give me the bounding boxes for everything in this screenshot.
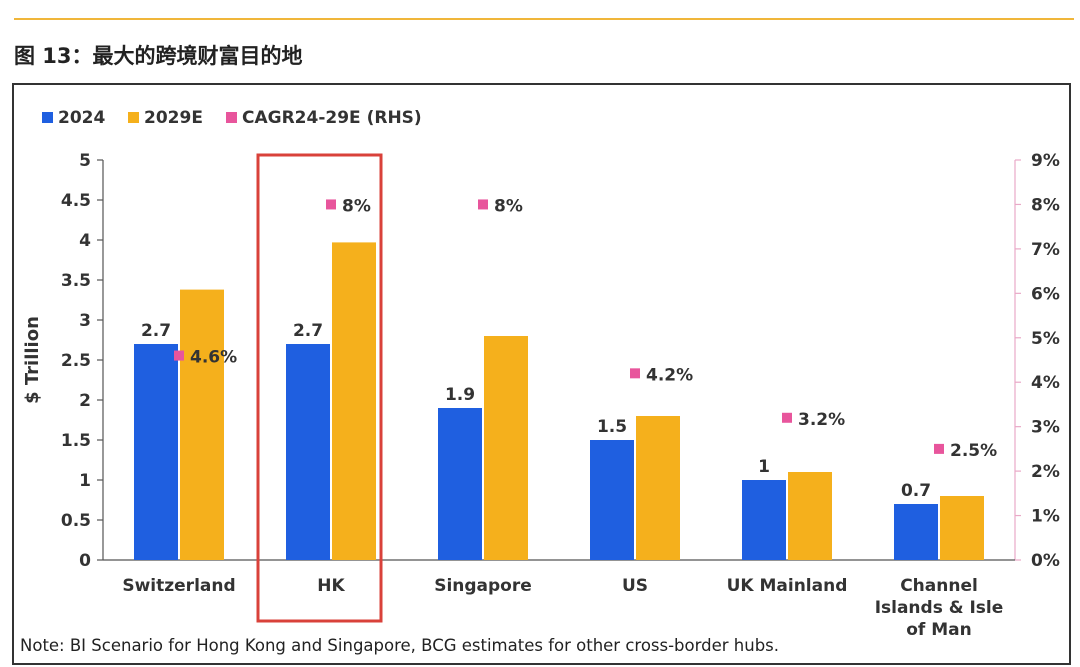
legend-label-2: CAGR24-29E (RHS) (242, 108, 422, 128)
bar-2029-0 (180, 289, 224, 560)
category-label-4-0: UK Mainland (727, 576, 848, 596)
bar-2024-0 (134, 344, 178, 560)
category-label-1-0: HK (317, 576, 345, 596)
y-axis-label: $ Trillion (22, 316, 43, 404)
left-tick-label-0: 0 (79, 551, 91, 571)
chart-frame (12, 83, 1071, 665)
bar-2029-2 (484, 336, 528, 560)
cagr-marker-4 (782, 412, 792, 423)
cagr-marker-1 (326, 199, 336, 210)
category-label-5-2: of Man (906, 620, 972, 640)
label-2024-1: 2.7 (293, 321, 323, 341)
cagr-label-1: 8% (342, 196, 371, 216)
highlight-box-1 (256, 153, 383, 623)
legend-swatch-0 (42, 112, 53, 123)
bar-2029-3 (636, 416, 680, 560)
cagr-label-0: 4.6% (190, 348, 237, 368)
bar-2024-4 (742, 480, 786, 560)
bar-2024-1 (286, 344, 330, 560)
right-tick-label-4: 4% (1031, 373, 1060, 393)
cagr-marker-3 (630, 368, 640, 379)
left-tick-label-5: 2.5 (61, 351, 91, 371)
cagr-label-4: 3.2% (798, 410, 845, 430)
left-tick-label-4: 2 (79, 391, 91, 411)
legend-label-1: 2029E (144, 108, 203, 128)
cagr-marker-5 (934, 443, 944, 454)
label-2024-5: 0.7 (901, 481, 931, 501)
category-label-2-0: Singapore (434, 576, 532, 596)
bar-2024-2 (438, 408, 482, 560)
bar-2024-5 (894, 504, 938, 560)
right-tick-label-6: 6% (1031, 284, 1060, 304)
label-2024-2: 1.9 (445, 385, 475, 405)
right-tick-label-5: 5% (1031, 329, 1060, 349)
right-tick-label-0: 0% (1031, 551, 1060, 571)
cagr-marker-0 (174, 350, 184, 361)
figure-note: Note: BI Scenario for Hong Kong and Sing… (20, 636, 780, 655)
legend-swatch-1 (128, 112, 139, 123)
figure-title: 图 13：最大的跨境财富目的地 (14, 44, 303, 68)
cagr-marker-2 (478, 199, 488, 210)
left-tick-label-2: 1 (79, 471, 91, 491)
right-tick-label-9: 9% (1031, 151, 1060, 171)
bar-2024-3 (590, 440, 634, 560)
label-2024-4: 1 (758, 457, 770, 477)
label-2024-0: 2.7 (141, 321, 171, 341)
legend-swatch-2 (226, 112, 237, 123)
left-tick-label-9: 4.5 (61, 191, 91, 211)
right-tick-label-1: 1% (1031, 507, 1060, 527)
top-accent-rule (14, 18, 1074, 20)
cagr-label-3: 4.2% (646, 365, 693, 385)
left-tick-label-10: 5 (79, 151, 91, 171)
left-tick-label-1: 0.5 (61, 511, 91, 531)
category-label-0-0: Switzerland (122, 576, 235, 596)
label-2024-3: 1.5 (597, 417, 627, 437)
right-tick-label-8: 8% (1031, 195, 1060, 215)
category-label-3-0: US (622, 576, 648, 596)
category-label-5-0: Channel (900, 576, 978, 596)
cagr-label-2: 8% (494, 196, 523, 216)
left-tick-label-3: 1.5 (61, 431, 91, 451)
right-tick-label-3: 3% (1031, 418, 1060, 438)
left-tick-label-7: 3.5 (61, 271, 91, 291)
left-tick-label-6: 3 (79, 311, 91, 331)
right-tick-label-7: 7% (1031, 240, 1060, 260)
cagr-label-5: 2.5% (950, 441, 997, 461)
legend-label-0: 2024 (58, 108, 105, 128)
left-tick-label-8: 4 (79, 231, 91, 251)
bar-2029-1 (332, 242, 376, 560)
bar-2029-5 (940, 496, 984, 560)
right-tick-label-2: 2% (1031, 462, 1060, 482)
bar-2029-4 (788, 472, 832, 560)
category-label-5-1: Islands & Isle (875, 598, 1004, 618)
